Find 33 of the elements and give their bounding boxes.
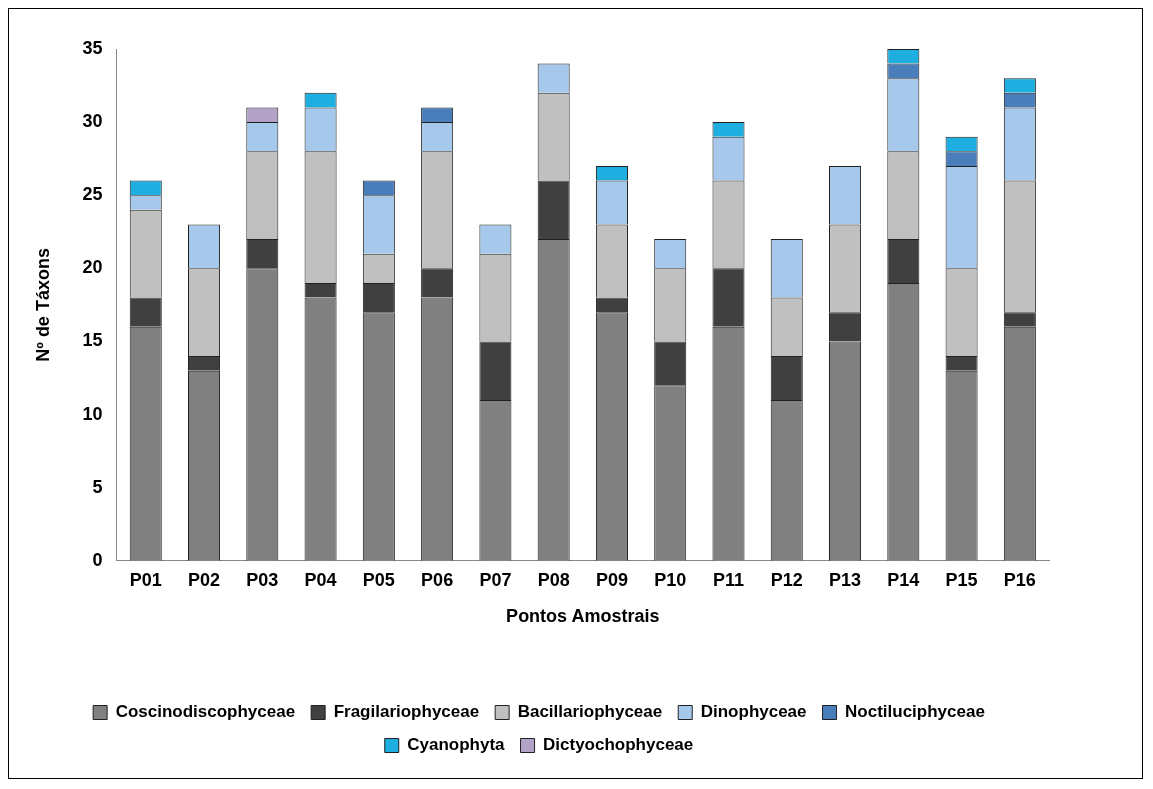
x-tick-label: P06 bbox=[421, 569, 454, 590]
x-tick-label: P04 bbox=[304, 569, 337, 590]
legend-label: Cyanophyta bbox=[407, 735, 506, 755]
y-tick-label: 0 bbox=[92, 549, 103, 570]
y-tick-label: 5 bbox=[92, 476, 103, 497]
x-tick-label: P16 bbox=[1003, 569, 1036, 590]
x-tick-label: P12 bbox=[770, 569, 803, 590]
y-tick-label: 30 bbox=[82, 111, 103, 132]
y-tick-label: 10 bbox=[82, 403, 103, 424]
x-tick-label: P13 bbox=[829, 569, 862, 590]
x-tick-label: P07 bbox=[479, 569, 512, 590]
x-tick-label: P01 bbox=[129, 569, 162, 590]
x-tick-label: P02 bbox=[188, 569, 221, 590]
y-tick-label: 20 bbox=[82, 257, 103, 278]
legend-label: Fragilariophyceae bbox=[333, 702, 480, 722]
x-tick-label: P15 bbox=[945, 569, 978, 590]
legend-label: Bacillariophyceae bbox=[517, 702, 663, 722]
y-tick-label: 35 bbox=[82, 37, 103, 58]
x-tick-label: P03 bbox=[246, 569, 279, 590]
legend-label: Noctiluciphyceae bbox=[845, 702, 985, 722]
y-tick-label: 25 bbox=[82, 184, 103, 205]
x-tick-label: P14 bbox=[887, 569, 920, 590]
legend-label: Dictyochophyceae bbox=[543, 735, 694, 755]
x-tick-label: P09 bbox=[595, 569, 628, 590]
x-tick-label: P10 bbox=[654, 569, 687, 590]
legend-label: Dinophyceae bbox=[700, 702, 807, 722]
x-tick-label: P11 bbox=[712, 569, 745, 590]
x-tick-label: P08 bbox=[537, 569, 570, 590]
x-axis-title: Pontos Amostrais bbox=[506, 606, 660, 627]
x-tick-label: P05 bbox=[362, 569, 395, 590]
y-tick-label: 15 bbox=[82, 330, 103, 351]
y-axis-title: Nº de Táxons bbox=[32, 248, 53, 362]
legend-label: Coscinodiscophyceae bbox=[115, 702, 296, 722]
